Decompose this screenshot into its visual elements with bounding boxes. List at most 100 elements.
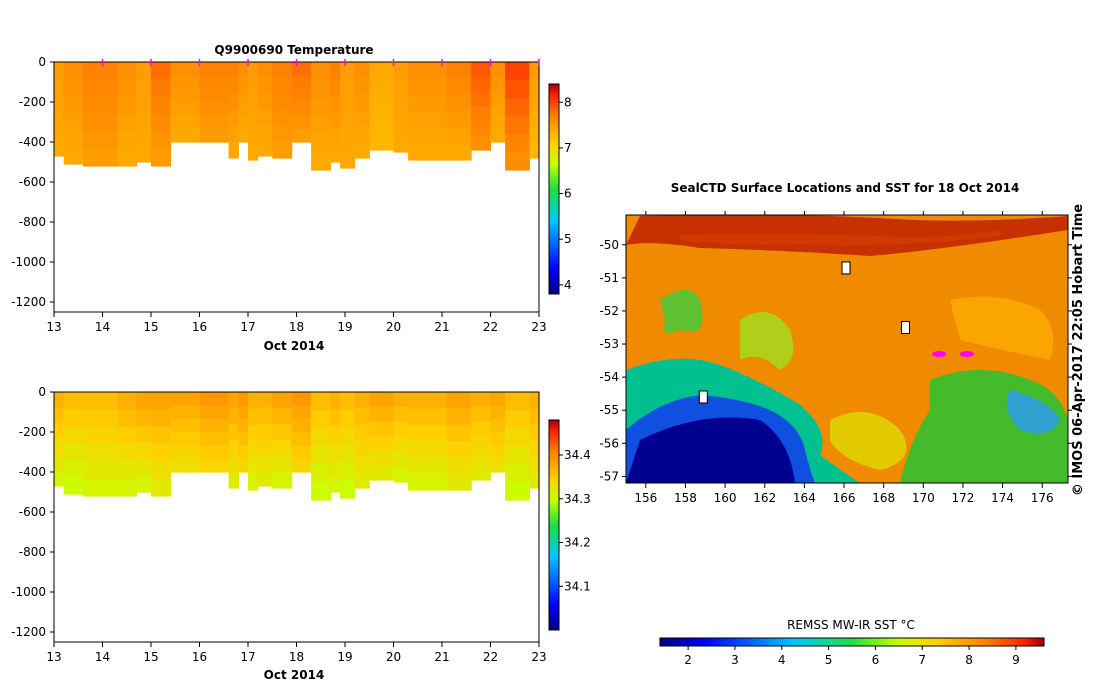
sst-colorbar-tick-label: 6 bbox=[872, 653, 880, 667]
section-cell bbox=[117, 131, 138, 150]
section-cell bbox=[490, 458, 506, 473]
colorbar-tick-label: 34.2 bbox=[564, 536, 591, 550]
section-cell bbox=[529, 424, 540, 441]
section-cell bbox=[228, 62, 239, 79]
section-cell bbox=[529, 94, 540, 111]
section-cell bbox=[446, 111, 472, 128]
section-cell bbox=[199, 88, 230, 103]
y-tick-label: -400 bbox=[19, 465, 46, 479]
section-cell bbox=[199, 458, 230, 473]
section-cell bbox=[199, 102, 230, 116]
section-cell bbox=[446, 473, 472, 491]
section-cell bbox=[238, 432, 249, 446]
section-cell bbox=[393, 62, 409, 78]
section-cell bbox=[408, 111, 448, 128]
section-cell bbox=[63, 62, 84, 80]
section-cell bbox=[446, 408, 472, 426]
seal-location-marker bbox=[959, 350, 974, 357]
sst-colorbar-label: REMSS MW-IR SST °C bbox=[787, 618, 915, 632]
colorbar-tick-label: 34.3 bbox=[564, 492, 591, 506]
section-cell bbox=[248, 408, 259, 426]
section-cell bbox=[291, 445, 312, 460]
section-cell bbox=[330, 442, 341, 460]
section-cell bbox=[505, 116, 530, 135]
section-cell bbox=[63, 130, 84, 148]
section-cell bbox=[136, 408, 152, 426]
colorbar-tick-label: 34.1 bbox=[564, 579, 591, 593]
section-cell bbox=[199, 405, 230, 420]
sst-map-panel: SealCTD Surface Locations and SST for 18… bbox=[599, 181, 1086, 667]
section-cell bbox=[257, 77, 273, 94]
section-cell bbox=[136, 145, 152, 163]
section-cell bbox=[228, 472, 239, 489]
section-cell bbox=[505, 446, 530, 465]
section-cell bbox=[170, 392, 201, 406]
section-cell bbox=[199, 62, 230, 76]
section-cell bbox=[272, 110, 293, 127]
section-cell bbox=[311, 62, 332, 81]
salinity-section bbox=[54, 392, 540, 501]
section-cell bbox=[471, 436, 492, 452]
section-cell bbox=[117, 114, 138, 132]
colorbar-tick-label: 7 bbox=[564, 141, 572, 155]
section-cell bbox=[136, 112, 152, 130]
section-cell bbox=[408, 94, 448, 112]
section-cell bbox=[505, 410, 530, 429]
lat-tick-label: -57 bbox=[599, 469, 619, 483]
section-cell bbox=[83, 392, 118, 410]
lon-tick-label: 170 bbox=[912, 491, 935, 505]
y-tick-label: -200 bbox=[19, 425, 46, 439]
salinity-colorbar bbox=[548, 419, 560, 631]
x-tick-label: 18 bbox=[289, 650, 304, 664]
section-cell bbox=[170, 432, 201, 446]
section-cell bbox=[63, 147, 84, 165]
section-cell bbox=[151, 478, 171, 497]
section-cell bbox=[272, 392, 293, 409]
section-cell bbox=[238, 102, 249, 116]
section-cell bbox=[228, 456, 239, 473]
section-cell bbox=[446, 392, 472, 409]
section-cell bbox=[354, 440, 370, 457]
section-cell bbox=[257, 392, 273, 409]
section-cell bbox=[83, 62, 118, 80]
section-cell bbox=[257, 124, 273, 141]
section-cell bbox=[330, 458, 341, 476]
section-cell bbox=[505, 62, 530, 81]
section-cell bbox=[83, 478, 118, 497]
seal-location-marker bbox=[932, 350, 947, 357]
x-tick-label: 13 bbox=[46, 320, 61, 334]
section-cell bbox=[238, 392, 249, 406]
section-cell bbox=[369, 436, 395, 452]
section-cell bbox=[408, 457, 448, 475]
section-cell bbox=[408, 143, 448, 161]
section-cell bbox=[330, 425, 341, 443]
x-tick-label: 23 bbox=[531, 650, 546, 664]
section-cell bbox=[340, 132, 356, 151]
section-cell bbox=[117, 461, 138, 480]
section-cell bbox=[311, 134, 332, 153]
x-tick-label: 21 bbox=[434, 320, 449, 334]
section-cell bbox=[199, 432, 230, 446]
section-cell bbox=[369, 120, 395, 136]
x-tick-label: 18 bbox=[289, 320, 304, 334]
temperature-y-axis: 0 -200 -400 -600 -800 -1000 -1200 bbox=[11, 55, 54, 309]
section-cell bbox=[529, 392, 540, 409]
section-cell bbox=[272, 126, 293, 143]
section-cell bbox=[354, 126, 370, 143]
section-cell bbox=[354, 62, 370, 79]
section-cell bbox=[238, 458, 249, 473]
sst-colorbar-tick-label: 7 bbox=[918, 653, 926, 667]
section-cell bbox=[170, 102, 201, 116]
section-cell bbox=[311, 98, 332, 117]
section-cell bbox=[505, 428, 530, 447]
section-cell bbox=[408, 441, 448, 458]
section-cell bbox=[238, 115, 249, 130]
seal-location-marker bbox=[698, 390, 708, 404]
section-cell bbox=[330, 62, 341, 80]
section-cell bbox=[238, 418, 249, 433]
section-cell bbox=[529, 110, 540, 127]
section-cell bbox=[54, 109, 65, 126]
lat-tick-label: -50 bbox=[599, 238, 619, 252]
section-cell bbox=[408, 424, 448, 442]
